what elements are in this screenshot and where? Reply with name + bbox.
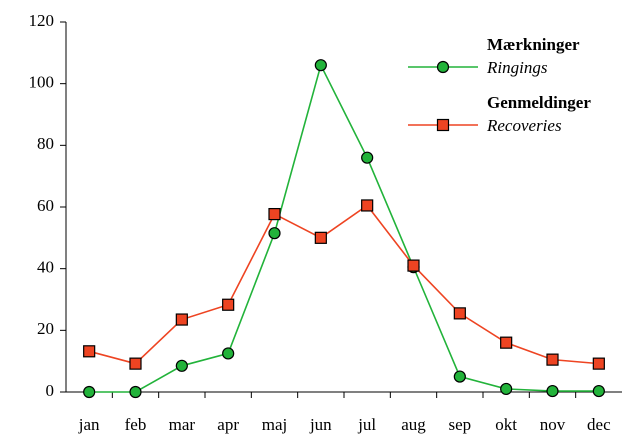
data-point xyxy=(361,151,374,164)
data-point xyxy=(175,359,188,372)
data-point xyxy=(83,345,96,358)
data-point xyxy=(268,207,281,221)
data-point xyxy=(314,59,327,72)
data-point xyxy=(222,298,235,311)
x-tick-label: sep xyxy=(448,415,471,434)
data-point xyxy=(592,357,605,370)
x-tick-label: jun xyxy=(309,415,332,434)
x-tick-label: nov xyxy=(540,415,566,434)
data-point xyxy=(407,259,420,272)
y-tick-label: 20 xyxy=(37,319,54,338)
legend-label: Mærkninger xyxy=(487,35,580,54)
data-point xyxy=(500,382,513,396)
x-tick-label: jul xyxy=(357,415,376,434)
data-point xyxy=(500,336,513,349)
data-point xyxy=(592,384,605,398)
legend-label: Genmeldinger xyxy=(487,93,591,112)
y-tick-label: 0 xyxy=(46,381,55,400)
series-line xyxy=(88,204,599,365)
y-tick-label: 120 xyxy=(29,11,55,30)
data-point xyxy=(453,370,466,383)
data-point xyxy=(175,313,188,326)
y-tick-label: 60 xyxy=(37,196,54,215)
legend-marker xyxy=(436,118,450,132)
x-tick-label: jan xyxy=(78,415,100,434)
y-tick-label: 80 xyxy=(37,134,54,153)
data-point xyxy=(268,227,281,240)
y-tick-label: 100 xyxy=(29,73,55,92)
y-tick-label: 40 xyxy=(37,258,54,277)
series-line xyxy=(89,62,599,393)
x-tick-label: maj xyxy=(262,415,288,434)
data-point xyxy=(546,384,559,398)
legend-sublabel: Ringings xyxy=(486,58,548,77)
x-tick-label: apr xyxy=(217,415,239,434)
legend-marker xyxy=(436,60,450,74)
data-point xyxy=(83,385,96,399)
data-point xyxy=(453,307,466,320)
data-point xyxy=(314,231,327,244)
x-tick-label: okt xyxy=(495,415,517,434)
data-point xyxy=(129,385,142,399)
legend-sublabel: Recoveries xyxy=(486,116,562,135)
x-tick-label: aug xyxy=(401,415,426,434)
data-point xyxy=(361,199,374,212)
data-point xyxy=(222,347,235,360)
data-point xyxy=(546,353,559,366)
x-tick-label: feb xyxy=(125,415,147,434)
data-point xyxy=(129,357,142,370)
x-tick-label: mar xyxy=(169,415,196,434)
x-tick-label: dec xyxy=(587,415,611,434)
